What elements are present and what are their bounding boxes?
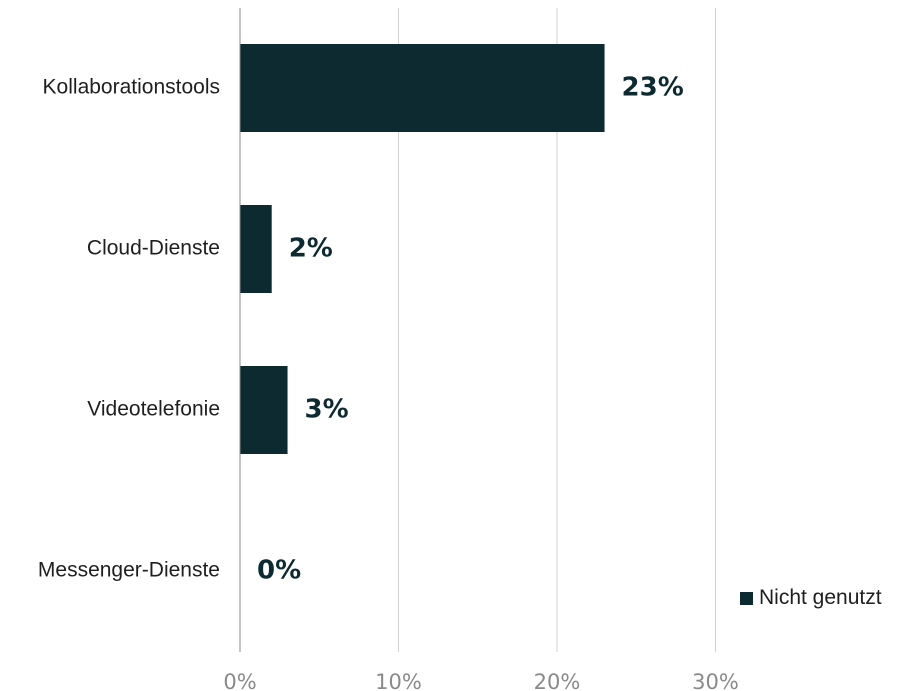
category-label-cloud-dienste: Cloud-Dienste (87, 237, 220, 260)
legend-swatch-nicht-genutzt (740, 591, 753, 605)
data-label-kollaborationstools: 23% (622, 73, 684, 103)
bar-layer (240, 44, 605, 454)
x-tick-label-30: 30% (692, 670, 739, 691)
x-tick-label-0: 0% (223, 670, 256, 691)
bar-videotelefonie (240, 366, 288, 454)
x-tick-label-10: 10% (375, 670, 422, 691)
chart-legend: Nicht genutzt (740, 586, 882, 610)
x-tick-label-20: 20% (534, 670, 581, 691)
data-label-messenger-dienste: 0% (257, 556, 301, 586)
data-label-cloud-dienste: 2% (289, 234, 333, 264)
data-label-videotelefonie: 3% (305, 395, 349, 425)
category-label-messenger-dienste: Messenger-Dienste (38, 559, 220, 582)
category-label-kollaborationstools: Kollaborationstools (43, 76, 220, 99)
bar-kollaborationstools (240, 44, 605, 132)
bar-cloud-dienste (240, 205, 272, 293)
category-label-videotelefonie: Videotelefonie (87, 398, 220, 421)
label-layer: 0% 10% 20% 30% Kollaborationstools 23% Cloud-D… (38, 73, 739, 691)
legend-label-nicht-genutzt: Nicht genutzt (759, 586, 882, 609)
